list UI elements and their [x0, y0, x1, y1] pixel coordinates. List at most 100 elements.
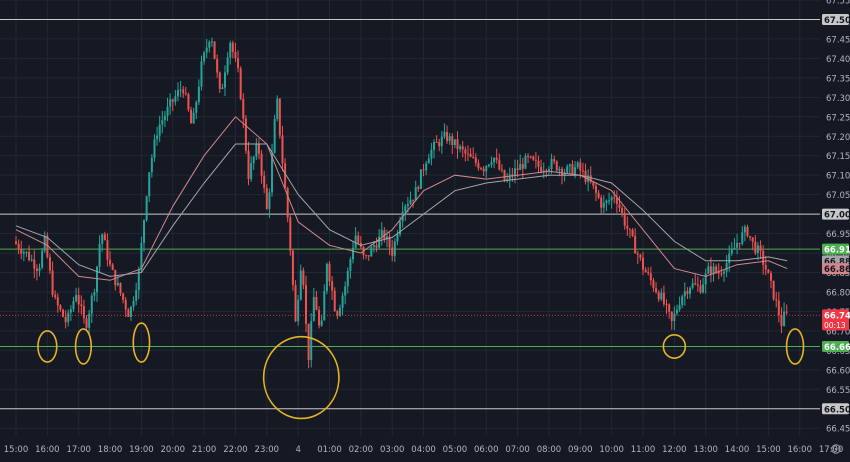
- candle-body: [304, 285, 307, 324]
- price-tick-label: 66.95: [826, 230, 850, 240]
- candle-body: [231, 42, 234, 52]
- candle-body: [749, 235, 752, 238]
- candle-body: [260, 153, 263, 176]
- candle-body: [46, 235, 49, 258]
- candle-body: [352, 247, 355, 260]
- price-tick-label: 66.70: [826, 327, 850, 337]
- circle-annotation[interactable]: [74, 328, 93, 365]
- candle-body: [163, 115, 166, 121]
- candle-body: [331, 281, 334, 291]
- candle-body: [365, 255, 368, 257]
- level-price-tag: 67.00: [824, 211, 850, 221]
- annotations[interactable]: [37, 322, 805, 420]
- candle-body: [592, 181, 595, 186]
- candle-body: [419, 169, 422, 189]
- candle-body: [80, 304, 83, 306]
- candle-body: [148, 172, 151, 197]
- candle-body: [738, 242, 741, 244]
- candle-body: [156, 135, 159, 140]
- candle-body: [733, 247, 736, 250]
- candle-body: [529, 156, 532, 158]
- candle-body: [709, 266, 712, 274]
- candle-body: [485, 166, 488, 172]
- price-axis[interactable]: 67.55 67.50 67.45 67.40 67.35 67.30 67.25 67.20…: [820, 0, 850, 458]
- candle-body: [610, 197, 613, 201]
- candle-body: [247, 150, 250, 180]
- candle-body: [412, 199, 415, 201]
- candle-body: [608, 200, 611, 202]
- candle-body: [469, 153, 472, 157]
- candle-body: [516, 168, 519, 171]
- time-tick-label: 23:00: [255, 445, 280, 455]
- candle-body: [722, 271, 725, 274]
- candle-body: [725, 263, 728, 272]
- price-tick-label: 67.05: [826, 191, 850, 201]
- candle-body: [271, 152, 274, 193]
- candle-body: [686, 291, 689, 294]
- candle-body: [388, 236, 391, 248]
- candle-body: [67, 312, 70, 323]
- candle-body: [519, 164, 522, 171]
- time-tick-label: 03:00: [380, 445, 405, 455]
- level-price-tag: 66.50: [824, 405, 850, 415]
- candle-body: [513, 168, 516, 177]
- circle-annotation[interactable]: [662, 333, 687, 359]
- time-tick-label: 09:00: [568, 445, 593, 455]
- time-tick-label: 14:00: [725, 445, 750, 455]
- candle-body: [25, 251, 28, 253]
- candle-body: [480, 168, 483, 170]
- candle-body: [383, 230, 386, 239]
- time-tick-label: 21:00: [192, 445, 217, 455]
- settings-icon[interactable]: [831, 444, 841, 454]
- candle-body: [406, 204, 409, 207]
- candle-body: [783, 311, 786, 326]
- candle-body: [200, 61, 203, 87]
- candle-body: [132, 300, 135, 307]
- price-tick-label: 67.55: [826, 0, 850, 7]
- price-tick-label: 67.10: [826, 172, 850, 182]
- candle-body: [626, 225, 629, 229]
- current-price-tag-bg: [822, 309, 849, 331]
- candle-body: [581, 170, 584, 172]
- candle-body: [741, 232, 744, 244]
- candle-body: [772, 280, 775, 300]
- candle-body: [224, 72, 226, 88]
- candle-body: [691, 283, 694, 288]
- candle-body: [545, 170, 548, 172]
- candle-body: [785, 311, 788, 313]
- candle-body: [689, 287, 692, 294]
- candle-body: [712, 266, 715, 274]
- circle-annotation[interactable]: [132, 322, 151, 363]
- time-axis[interactable]: 15:00 16:00 17:00 18:00 19:00 20:00 21:00 22:00…: [0, 436, 843, 458]
- candle-body: [537, 160, 540, 167]
- candle-body: [98, 243, 101, 267]
- candle-body: [427, 158, 430, 164]
- candle-body: [657, 292, 660, 300]
- candle-body: [425, 163, 428, 171]
- candle-body: [435, 142, 438, 144]
- candle-body: [54, 294, 57, 298]
- candle-body: [385, 236, 388, 239]
- circle-annotation[interactable]: [262, 335, 340, 420]
- candle-body: [443, 132, 446, 137]
- candle-body: [216, 58, 219, 73]
- candle-body: [634, 235, 637, 254]
- candle-body: [276, 98, 279, 120]
- moving-average-line: [15, 116, 788, 281]
- horizontal-levels[interactable]: [0, 18, 820, 410]
- circle-annotation[interactable]: [37, 330, 58, 363]
- gear-icon[interactable]: [831, 444, 841, 454]
- time-tick-label: 4: [295, 445, 300, 455]
- circle-annotation[interactable]: [785, 328, 805, 365]
- candle-body: [380, 230, 383, 237]
- candle-body: [558, 168, 561, 171]
- candle-body: [85, 318, 88, 328]
- candle-body: [158, 124, 161, 136]
- candle-body: [341, 295, 344, 308]
- candle-body: [720, 273, 723, 275]
- candle-body: [176, 90, 179, 97]
- candle-body: [244, 118, 247, 151]
- candle-body: [498, 159, 501, 170]
